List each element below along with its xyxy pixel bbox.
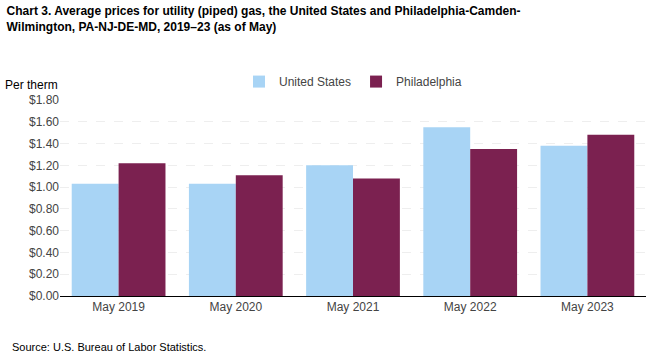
svg-text:$1.00: $1.00 [29,180,59,194]
svg-text:$1.20: $1.20 [29,159,59,173]
svg-text:United States: United States [279,75,351,89]
svg-text:$1.80: $1.80 [29,93,59,107]
svg-text:May 2020: May 2020 [209,300,262,314]
svg-text:$0.60: $0.60 [29,224,59,238]
svg-text:Chart 3. Average prices for ut: Chart 3. Average prices for utility (pip… [7,4,521,34]
svg-text:$0.80: $0.80 [29,202,59,216]
svg-text:May 2022: May 2022 [444,300,497,314]
svg-text:$1.40: $1.40 [29,137,59,151]
svg-text:$0.00: $0.00 [29,289,59,303]
svg-text:$1.60: $1.60 [29,115,59,129]
svg-text:$0.40: $0.40 [29,246,59,260]
svg-text:Per therm: Per therm [5,78,58,92]
svg-text:May 2021: May 2021 [327,300,380,314]
svg-text:May 2019: May 2019 [92,300,145,314]
svg-text:$0.20: $0.20 [29,267,59,281]
svg-text:May 2023: May 2023 [561,300,614,314]
svg-text:Source: U.S. Bureau of Labor S: Source: U.S. Bureau of Labor Statistics. [12,341,206,353]
svg-text:Philadelphia: Philadelphia [396,75,462,89]
